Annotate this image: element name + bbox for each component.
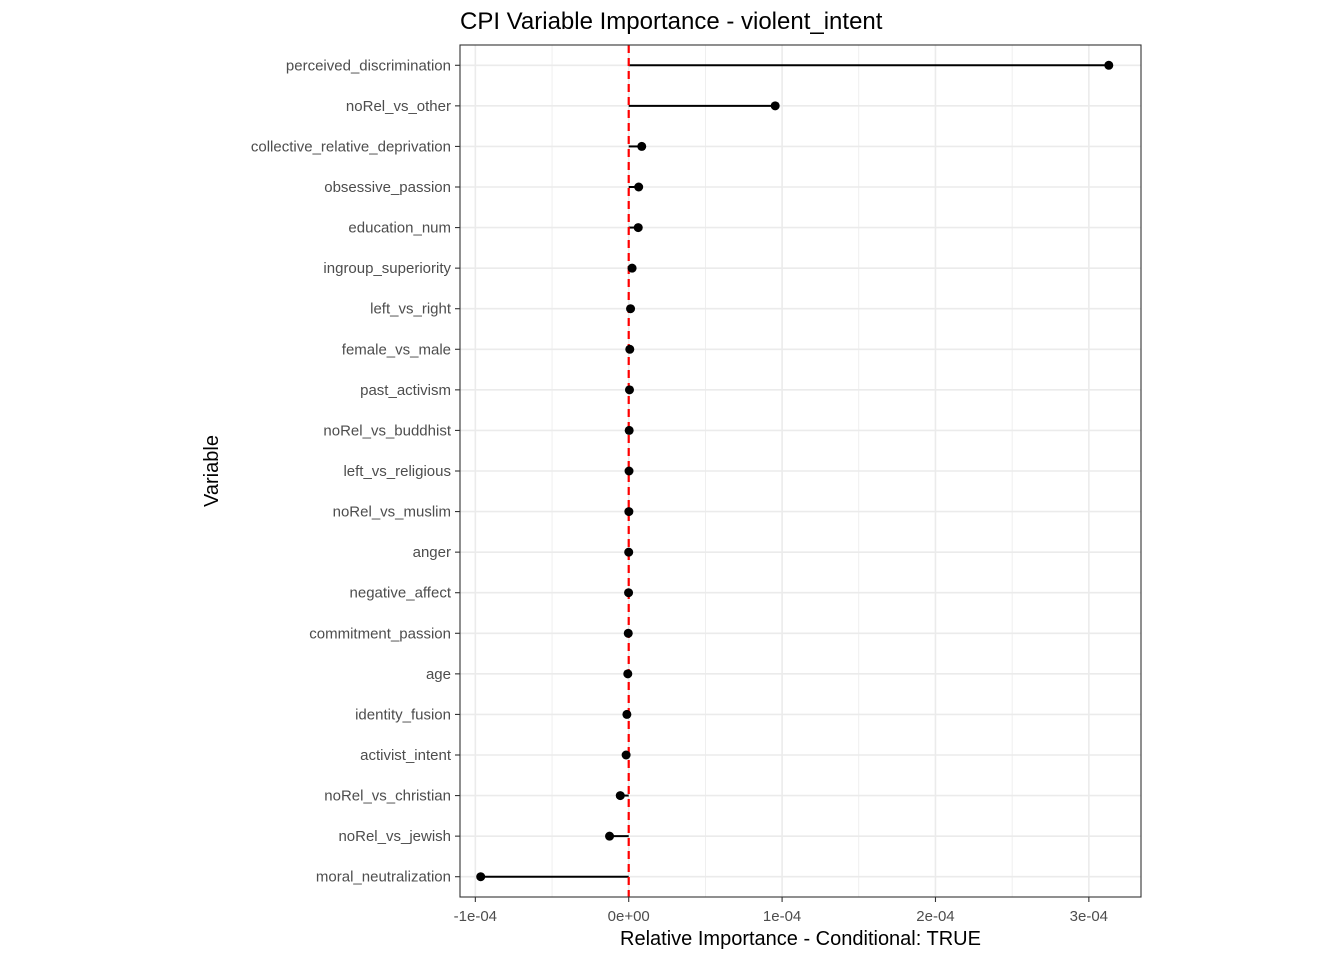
- y-tick-label: noRel_vs_other: [346, 98, 451, 115]
- data-layer: [476, 45, 1114, 897]
- data-point: [625, 344, 635, 354]
- data-point: [633, 223, 643, 233]
- y-tick-label: noRel_vs_jewish: [338, 828, 451, 845]
- y-tick-label: noRel_vs_christian: [324, 788, 451, 805]
- data-point: [634, 182, 644, 192]
- data-point: [624, 547, 634, 557]
- y-tick-label: identity_fusion: [355, 706, 451, 723]
- data-point: [476, 872, 486, 882]
- y-tick-label: negative_affect: [350, 585, 452, 602]
- data-point: [623, 628, 633, 638]
- data-point: [637, 141, 647, 151]
- data-point: [1104, 60, 1114, 70]
- data-point: [622, 709, 632, 719]
- grid-layer: [460, 45, 1141, 897]
- y-tick-label: noRel_vs_buddhist: [323, 422, 451, 439]
- data-point: [621, 750, 631, 760]
- y-tick-label: age: [426, 666, 451, 683]
- x-tick-label: 3e-04: [1070, 908, 1108, 925]
- data-point: [624, 588, 634, 598]
- panel-border: [459, 44, 1142, 898]
- x-tick-label: 1e-04: [763, 908, 801, 925]
- data-point: [624, 507, 634, 517]
- y-tick-label: activist_intent: [360, 747, 452, 764]
- y-tick-label: collective_relative_deprivation: [251, 138, 451, 155]
- data-point: [627, 263, 637, 273]
- data-point: [624, 466, 634, 476]
- y-tick-label: obsessive_passion: [324, 179, 451, 196]
- y-tick-label: commitment_passion: [309, 625, 451, 642]
- data-point: [624, 385, 634, 395]
- y-tick-label: left_vs_religious: [343, 463, 451, 480]
- data-point: [605, 831, 615, 841]
- y-tick-label: ingroup_superiority: [323, 260, 451, 277]
- y-tick-label: female_vs_male: [342, 341, 451, 358]
- y-tick-label: past_activism: [360, 382, 451, 399]
- x-tick-label: 0e+00: [608, 908, 650, 925]
- x-axis-title: Relative Importance - Conditional: TRUE: [620, 928, 981, 950]
- y-tick-label: education_num: [348, 220, 451, 237]
- y-tick-label: noRel_vs_muslim: [333, 504, 451, 521]
- y-tick-label: left_vs_right: [370, 301, 452, 318]
- data-point: [624, 425, 634, 435]
- data-point: [770, 101, 780, 111]
- y-tick-label: anger: [413, 544, 451, 561]
- axis-layer: perceived_discrimination noRel_vs_otherco…: [251, 57, 1108, 925]
- y-axis-title: Variable: [201, 435, 223, 507]
- y-tick-label: moral_neutralization: [316, 869, 451, 886]
- chart-title: CPI Variable Importance - violent_intent: [460, 8, 883, 35]
- data-point: [615, 791, 625, 801]
- data-point: [626, 304, 636, 314]
- x-tick-label: -1e-04: [454, 908, 497, 925]
- y-tick-label: perceived_discrimination: [286, 57, 451, 74]
- x-tick-label: 2e-04: [916, 908, 954, 925]
- data-point: [623, 669, 633, 679]
